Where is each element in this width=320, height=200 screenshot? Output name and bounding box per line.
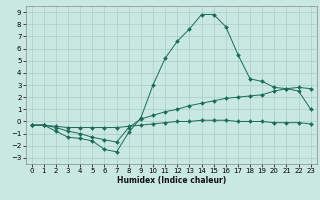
X-axis label: Humidex (Indice chaleur): Humidex (Indice chaleur) xyxy=(116,176,226,185)
